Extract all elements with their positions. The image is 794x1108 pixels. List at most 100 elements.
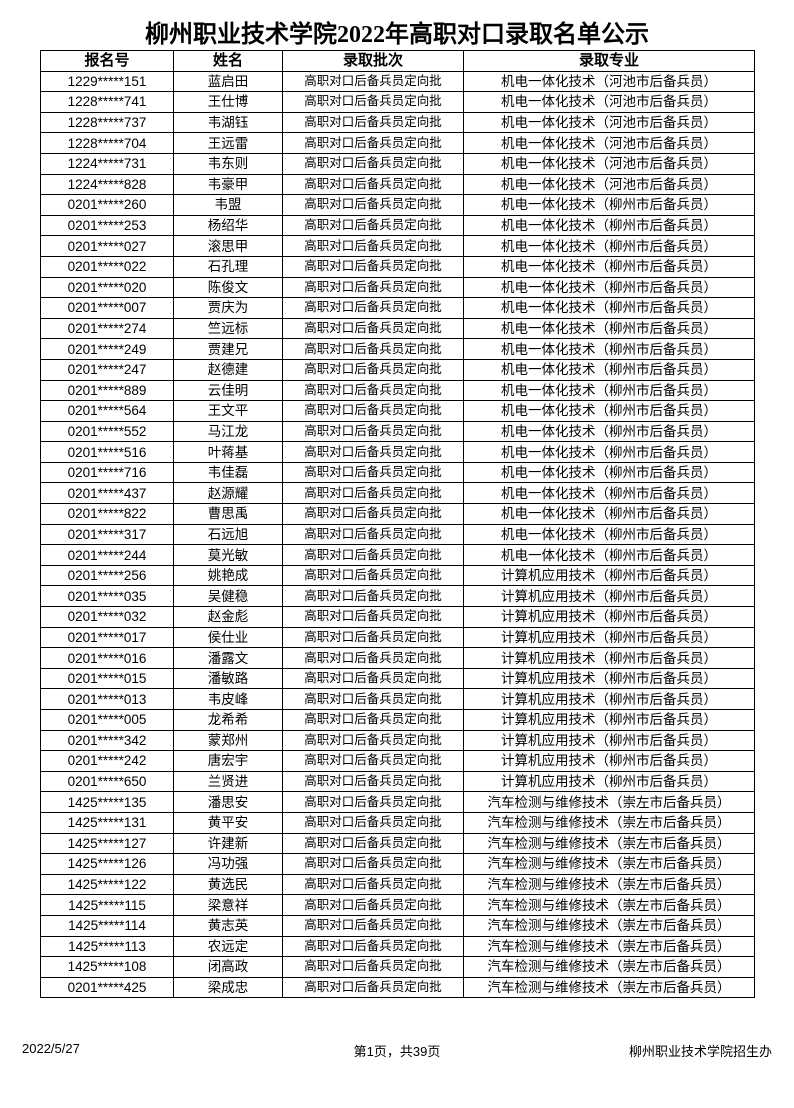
major-cell: 机电一体化技术（柳州市后备兵员） — [463, 441, 755, 463]
name-cell: 莫光敏 — [173, 544, 283, 566]
registration-number-cell: 0201*****253 — [40, 214, 174, 237]
table-row: 1425*****126 冯功强 高职对口后备兵员定向批 汽车检测与维修技术（崇左市后… — [40, 853, 755, 875]
batch-cell: 高职对口后备兵员定向批 — [282, 297, 464, 319]
major-cell: 机电一体化技术（柳州市后备兵员） — [463, 194, 755, 216]
table-row: 0201*****017 侯仕业 高职对口后备兵员定向批 计算机应用技术（柳州市后备兵… — [40, 626, 755, 649]
registration-number-cell: 1425*****135 — [40, 791, 174, 813]
name-cell: 陈俊文 — [173, 276, 283, 299]
table-row: 0201*****650 兰贤进 高职对口后备兵员定向批 计算机应用技术（柳州市后备兵… — [40, 770, 755, 793]
batch-cell: 高职对口后备兵员定向批 — [282, 956, 464, 978]
batch-cell: 高职对口后备兵员定向批 — [282, 214, 464, 237]
name-cell: 韦盟 — [173, 194, 283, 216]
major-cell: 机电一体化技术（柳州市后备兵员） — [463, 461, 755, 484]
major-cell: 机电一体化技术（河池市后备兵员） — [463, 173, 755, 196]
major-cell: 机电一体化技术（河池市后备兵员） — [463, 91, 755, 113]
major-cell: 机电一体化技术（柳州市后备兵员） — [463, 317, 755, 340]
major-cell: 汽车检测与维修技术（崇左市后备兵员） — [463, 791, 755, 813]
table-row: 1228*****737 韦湖钰 高职对口后备兵员定向批 机电一体化技术（河池市后备兵… — [40, 111, 755, 134]
batch-cell: 高职对口后备兵员定向批 — [282, 729, 464, 752]
major-cell: 汽车检测与维修技术（崇左市后备兵员） — [463, 873, 755, 896]
registration-number-cell: 0201*****889 — [40, 379, 174, 402]
major-cell: 机电一体化技术（河池市后备兵员） — [463, 152, 755, 175]
major-cell: 汽车检测与维修技术（崇左市后备兵员） — [463, 832, 755, 855]
batch-cell: 高职对口后备兵员定向批 — [282, 317, 464, 340]
registration-number-cell: 1425*****114 — [40, 914, 174, 937]
batch-cell: 高职对口后备兵员定向批 — [282, 935, 464, 958]
table-row: 1425*****122 黄选民 高职对口后备兵员定向批 汽车检测与维修技术（崇左市后… — [40, 873, 755, 896]
table-row: 0201*****007 贾庆为 高职对口后备兵员定向批 机电一体化技术（柳州市后备兵… — [40, 297, 755, 319]
major-cell: 机电一体化技术（柳州市后备兵员） — [463, 420, 755, 443]
batch-cell: 高职对口后备兵员定向批 — [282, 400, 464, 422]
batch-cell: 高职对口后备兵员定向批 — [282, 585, 464, 608]
name-cell: 姚艳成 — [173, 564, 283, 587]
registration-number-cell: 0201*****247 — [40, 358, 174, 381]
batch-cell: 高职对口后备兵员定向批 — [282, 523, 464, 546]
table-row: 0201*****035 吴健稳 高职对口后备兵员定向批 计算机应用技术（柳州市后备兵… — [40, 585, 755, 608]
batch-cell: 高职对口后备兵员定向批 — [282, 667, 464, 690]
registration-number-cell: 0201*****244 — [40, 544, 174, 566]
registration-number-cell: 1224*****731 — [40, 152, 174, 175]
batch-cell: 高职对口后备兵员定向批 — [282, 894, 464, 916]
registration-number-cell: 0201*****027 — [40, 235, 174, 257]
table-row: 1425*****115 梁意祥 高职对口后备兵员定向批 汽车检测与维修技术（崇左市后… — [40, 894, 755, 916]
name-cell: 梁意祥 — [173, 894, 283, 916]
name-cell: 许建新 — [173, 832, 283, 855]
table-row: 1425*****131 黄平安 高职对口后备兵员定向批 汽车检测与维修技术（崇左市后… — [40, 811, 755, 834]
name-cell: 马江龙 — [173, 420, 283, 443]
major-cell: 机电一体化技术（柳州市后备兵员） — [463, 297, 755, 319]
major-cell: 机电一体化技术（柳州市后备兵员） — [463, 214, 755, 237]
registration-number-cell: 0201*****516 — [40, 441, 174, 463]
major-cell: 机电一体化技术（柳州市后备兵员） — [463, 379, 755, 402]
batch-cell: 高职对口后备兵员定向批 — [282, 358, 464, 381]
table-row: 0201*****260 韦盟 高职对口后备兵员定向批 机电一体化技术（柳州市后备兵员… — [40, 194, 755, 216]
major-cell: 计算机应用技术（柳州市后备兵员） — [463, 709, 755, 731]
table-row: 1229*****151 蓝启田 高职对口后备兵员定向批 机电一体化技术（河池市后备兵… — [40, 70, 755, 93]
header-major: 录取专业 — [463, 50, 755, 72]
table-row: 0201*****242 唐宏宇 高职对口后备兵员定向批 计算机应用技术（柳州市后备兵… — [40, 750, 755, 772]
registration-number-cell: 0201*****242 — [40, 750, 174, 772]
batch-cell: 高职对口后备兵员定向批 — [282, 91, 464, 113]
batch-cell: 高职对口后备兵员定向批 — [282, 420, 464, 443]
major-cell: 机电一体化技术（柳州市后备兵员） — [463, 276, 755, 299]
table-row: 0201*****889 云佳明 高职对口后备兵员定向批 机电一体化技术（柳州市后备兵… — [40, 379, 755, 402]
major-cell: 计算机应用技术（柳州市后备兵员） — [463, 626, 755, 649]
batch-cell: 高职对口后备兵员定向批 — [282, 791, 464, 813]
batch-cell: 高职对口后备兵员定向批 — [282, 379, 464, 402]
registration-number-cell: 1425*****115 — [40, 894, 174, 916]
registration-number-cell: 0201*****005 — [40, 709, 174, 731]
table-row: 1425*****114 黄志英 高职对口后备兵员定向批 汽车检测与维修技术（崇左市后… — [40, 914, 755, 937]
registration-number-cell: 0201*****317 — [40, 523, 174, 546]
batch-cell: 高职对口后备兵员定向批 — [282, 194, 464, 216]
footer-office: 柳州职业技术学院招生办 — [628, 1044, 772, 1059]
major-cell: 汽车检测与维修技术（崇左市后备兵员） — [463, 976, 755, 999]
registration-number-cell: 0201*****017 — [40, 626, 174, 649]
name-cell: 蒙郑州 — [173, 729, 283, 752]
table-row: 0201*****822 曹思禹 高职对口后备兵员定向批 机电一体化技术（柳州市后备兵… — [40, 503, 755, 525]
batch-cell: 高职对口后备兵员定向批 — [282, 503, 464, 525]
table-row: 1224*****828 韦豪甲 高职对口后备兵员定向批 机电一体化技术（河池市后备兵… — [40, 173, 755, 196]
major-cell: 汽车检测与维修技术（崇左市后备兵员） — [463, 914, 755, 937]
registration-number-cell: 1229*****151 — [40, 70, 174, 93]
registration-number-cell: 1425*****127 — [40, 832, 174, 855]
name-cell: 韦佳磊 — [173, 461, 283, 484]
name-cell: 云佳明 — [173, 379, 283, 402]
name-cell: 石远旭 — [173, 523, 283, 546]
registration-number-cell: 1228*****704 — [40, 132, 174, 154]
table-row: 0201*****020 陈俊文 高职对口后备兵员定向批 机电一体化技术（柳州市后备兵… — [40, 276, 755, 299]
registration-number-cell: 0201*****437 — [40, 482, 174, 505]
table-row: 0201*****244 莫光敏 高职对口后备兵员定向批 机电一体化技术（柳州市后备兵… — [40, 544, 755, 566]
batch-cell: 高职对口后备兵员定向批 — [282, 461, 464, 484]
table-row: 0201*****516 叶蒋基 高职对口后备兵员定向批 机电一体化技术（柳州市后备兵… — [40, 441, 755, 463]
major-cell: 机电一体化技术（柳州市后备兵员） — [463, 255, 755, 278]
table-row: 1228*****704 王远雷 高职对口后备兵员定向批 机电一体化技术（河池市后备兵… — [40, 132, 755, 154]
registration-number-cell: 0201*****256 — [40, 564, 174, 587]
table-row: 0201*****032 赵金彪 高职对口后备兵员定向批 计算机应用技术（柳州市后备兵… — [40, 606, 755, 628]
registration-number-cell: 0201*****274 — [40, 317, 174, 340]
batch-cell: 高职对口后备兵员定向批 — [282, 441, 464, 463]
table-row: 0201*****564 王文平 高职对口后备兵员定向批 机电一体化技术（柳州市后备兵… — [40, 400, 755, 422]
major-cell: 汽车检测与维修技术（崇左市后备兵员） — [463, 853, 755, 875]
registration-number-cell: 0201*****016 — [40, 647, 174, 669]
table-header-row: 报名号 姓名 录取批次 录取专业 — [40, 50, 755, 72]
name-cell: 贾庆为 — [173, 297, 283, 319]
major-cell: 计算机应用技术（柳州市后备兵员） — [463, 667, 755, 690]
